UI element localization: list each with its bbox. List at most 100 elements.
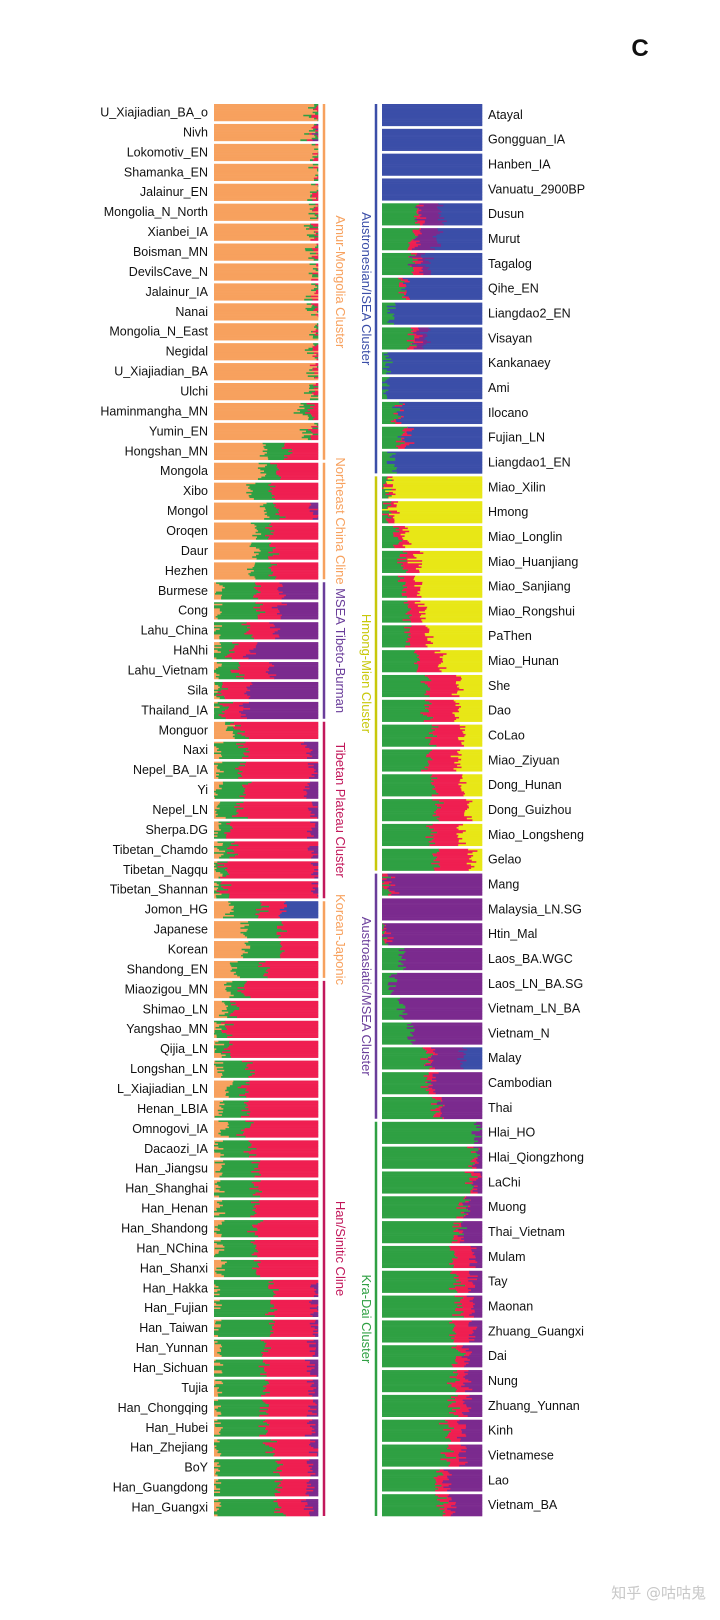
ancestry-segment xyxy=(257,478,281,480)
ancestry-segment xyxy=(214,412,294,415)
ancestry-segment xyxy=(214,542,252,545)
ancestry-segment xyxy=(284,445,319,448)
ancestry-segment xyxy=(413,273,424,276)
ancestry-segment xyxy=(307,836,319,839)
ancestry-segment xyxy=(457,685,483,688)
ancestry-segment xyxy=(403,952,483,955)
ancestry-segment xyxy=(222,1200,260,1202)
ancestry-segment xyxy=(458,1455,483,1458)
ancestry-segment xyxy=(407,333,417,336)
ancestry-segment xyxy=(313,128,317,131)
ancestry-segment xyxy=(248,1100,319,1103)
ancestry-segment xyxy=(461,741,483,744)
ancestry-segment xyxy=(214,910,234,913)
ancestry-segment xyxy=(304,1434,319,1437)
ancestry-segment xyxy=(252,683,319,686)
ancestry-segment xyxy=(215,1042,230,1045)
ancestry-segment xyxy=(437,228,483,230)
ancestry-segment xyxy=(275,1488,307,1491)
ancestry-segment xyxy=(236,803,313,805)
ancestry-segment xyxy=(424,609,483,612)
ancestry-segment xyxy=(317,274,319,277)
ancestry-segment xyxy=(466,1227,483,1230)
ancestry-segment xyxy=(214,787,222,790)
ancestry-segment xyxy=(383,353,483,356)
ancestry-segment xyxy=(215,1485,278,1488)
ancestry-segment xyxy=(312,346,319,349)
ancestry-segment xyxy=(452,1225,462,1228)
ancestry-segment xyxy=(308,777,319,779)
population-label: Cong xyxy=(178,604,208,618)
ancestry-segment xyxy=(218,685,223,687)
ancestry-segment xyxy=(459,1452,483,1455)
ancestry-segment xyxy=(224,712,242,715)
ancestry-segment xyxy=(214,576,255,579)
ancestry-segment xyxy=(233,905,270,908)
ancestry-segment xyxy=(218,1399,263,1402)
ancestry-segment xyxy=(469,802,483,805)
ancestry-segment xyxy=(220,1502,278,1504)
ancestry-segment xyxy=(382,858,437,860)
ancestry-segment xyxy=(394,465,483,468)
ancestry-segment xyxy=(382,1124,481,1127)
ancestry-segment xyxy=(382,1235,454,1237)
ancestry-segment xyxy=(456,1332,473,1335)
ancestry-segment xyxy=(214,1359,216,1362)
ancestry-segment xyxy=(402,550,421,553)
ancestry-segment xyxy=(402,403,406,406)
ancestry-segment xyxy=(247,568,272,571)
ancestry-segment xyxy=(461,676,483,679)
ancestry-segment xyxy=(382,419,395,421)
ancestry-segment xyxy=(455,1503,483,1506)
population-bar xyxy=(214,1299,319,1318)
ancestry-segment xyxy=(214,314,312,316)
ancestry-segment xyxy=(315,1440,319,1443)
population-label: Malaysia_LN.SG xyxy=(488,902,582,916)
ancestry-segment xyxy=(264,1345,310,1348)
ancestry-segment xyxy=(214,1485,217,1488)
ancestry-segment xyxy=(382,518,386,521)
ancestry-segment xyxy=(388,943,483,946)
ancestry-segment xyxy=(436,808,468,811)
ancestry-segment xyxy=(399,553,414,556)
ancestry-segment xyxy=(214,1190,225,1193)
ancestry-segment xyxy=(397,575,416,578)
ancestry-segment xyxy=(382,1323,455,1326)
ancestry-segment xyxy=(222,683,253,686)
ancestry-segment xyxy=(474,1339,483,1341)
ancestry-segment xyxy=(480,1124,483,1127)
ancestry-segment xyxy=(454,1397,473,1400)
ancestry-segment xyxy=(382,159,483,162)
population-bar xyxy=(382,526,483,549)
ancestry-segment xyxy=(382,1121,477,1124)
ancestry-segment xyxy=(214,683,216,686)
ancestry-segment xyxy=(214,1402,266,1405)
ancestry-segment xyxy=(428,330,483,333)
cluster-label: Northeast China Cline xyxy=(333,457,348,584)
ancestry-segment xyxy=(214,310,318,313)
ancestry-segment xyxy=(216,695,225,698)
ancestry-segment xyxy=(214,1028,222,1031)
ancestry-segment xyxy=(226,1088,247,1091)
ancestry-segment xyxy=(314,292,319,295)
ancestry-segment xyxy=(465,1450,483,1453)
ancestry-segment xyxy=(421,256,483,258)
ancestry-segment xyxy=(382,1484,442,1487)
ancestry-segment xyxy=(410,644,426,646)
ancestry-segment xyxy=(214,1010,223,1012)
ancestry-segment xyxy=(214,726,228,729)
ancestry-segment xyxy=(425,1062,432,1065)
ancestry-segment xyxy=(461,1430,483,1433)
ancestry-segment xyxy=(214,985,232,988)
ancestry-segment xyxy=(475,1259,483,1262)
ancestry-segment xyxy=(382,842,436,845)
ancestry-segment xyxy=(435,1486,444,1489)
ancestry-segment xyxy=(467,1357,483,1360)
ancestry-segment xyxy=(399,555,415,558)
ancestry-segment xyxy=(435,1480,444,1483)
ancestry-segment xyxy=(233,910,269,913)
ancestry-segment xyxy=(382,699,426,702)
ancestry-segment xyxy=(214,1433,221,1436)
ancestry-segment xyxy=(218,1462,278,1465)
ancestry-segment xyxy=(315,113,319,116)
